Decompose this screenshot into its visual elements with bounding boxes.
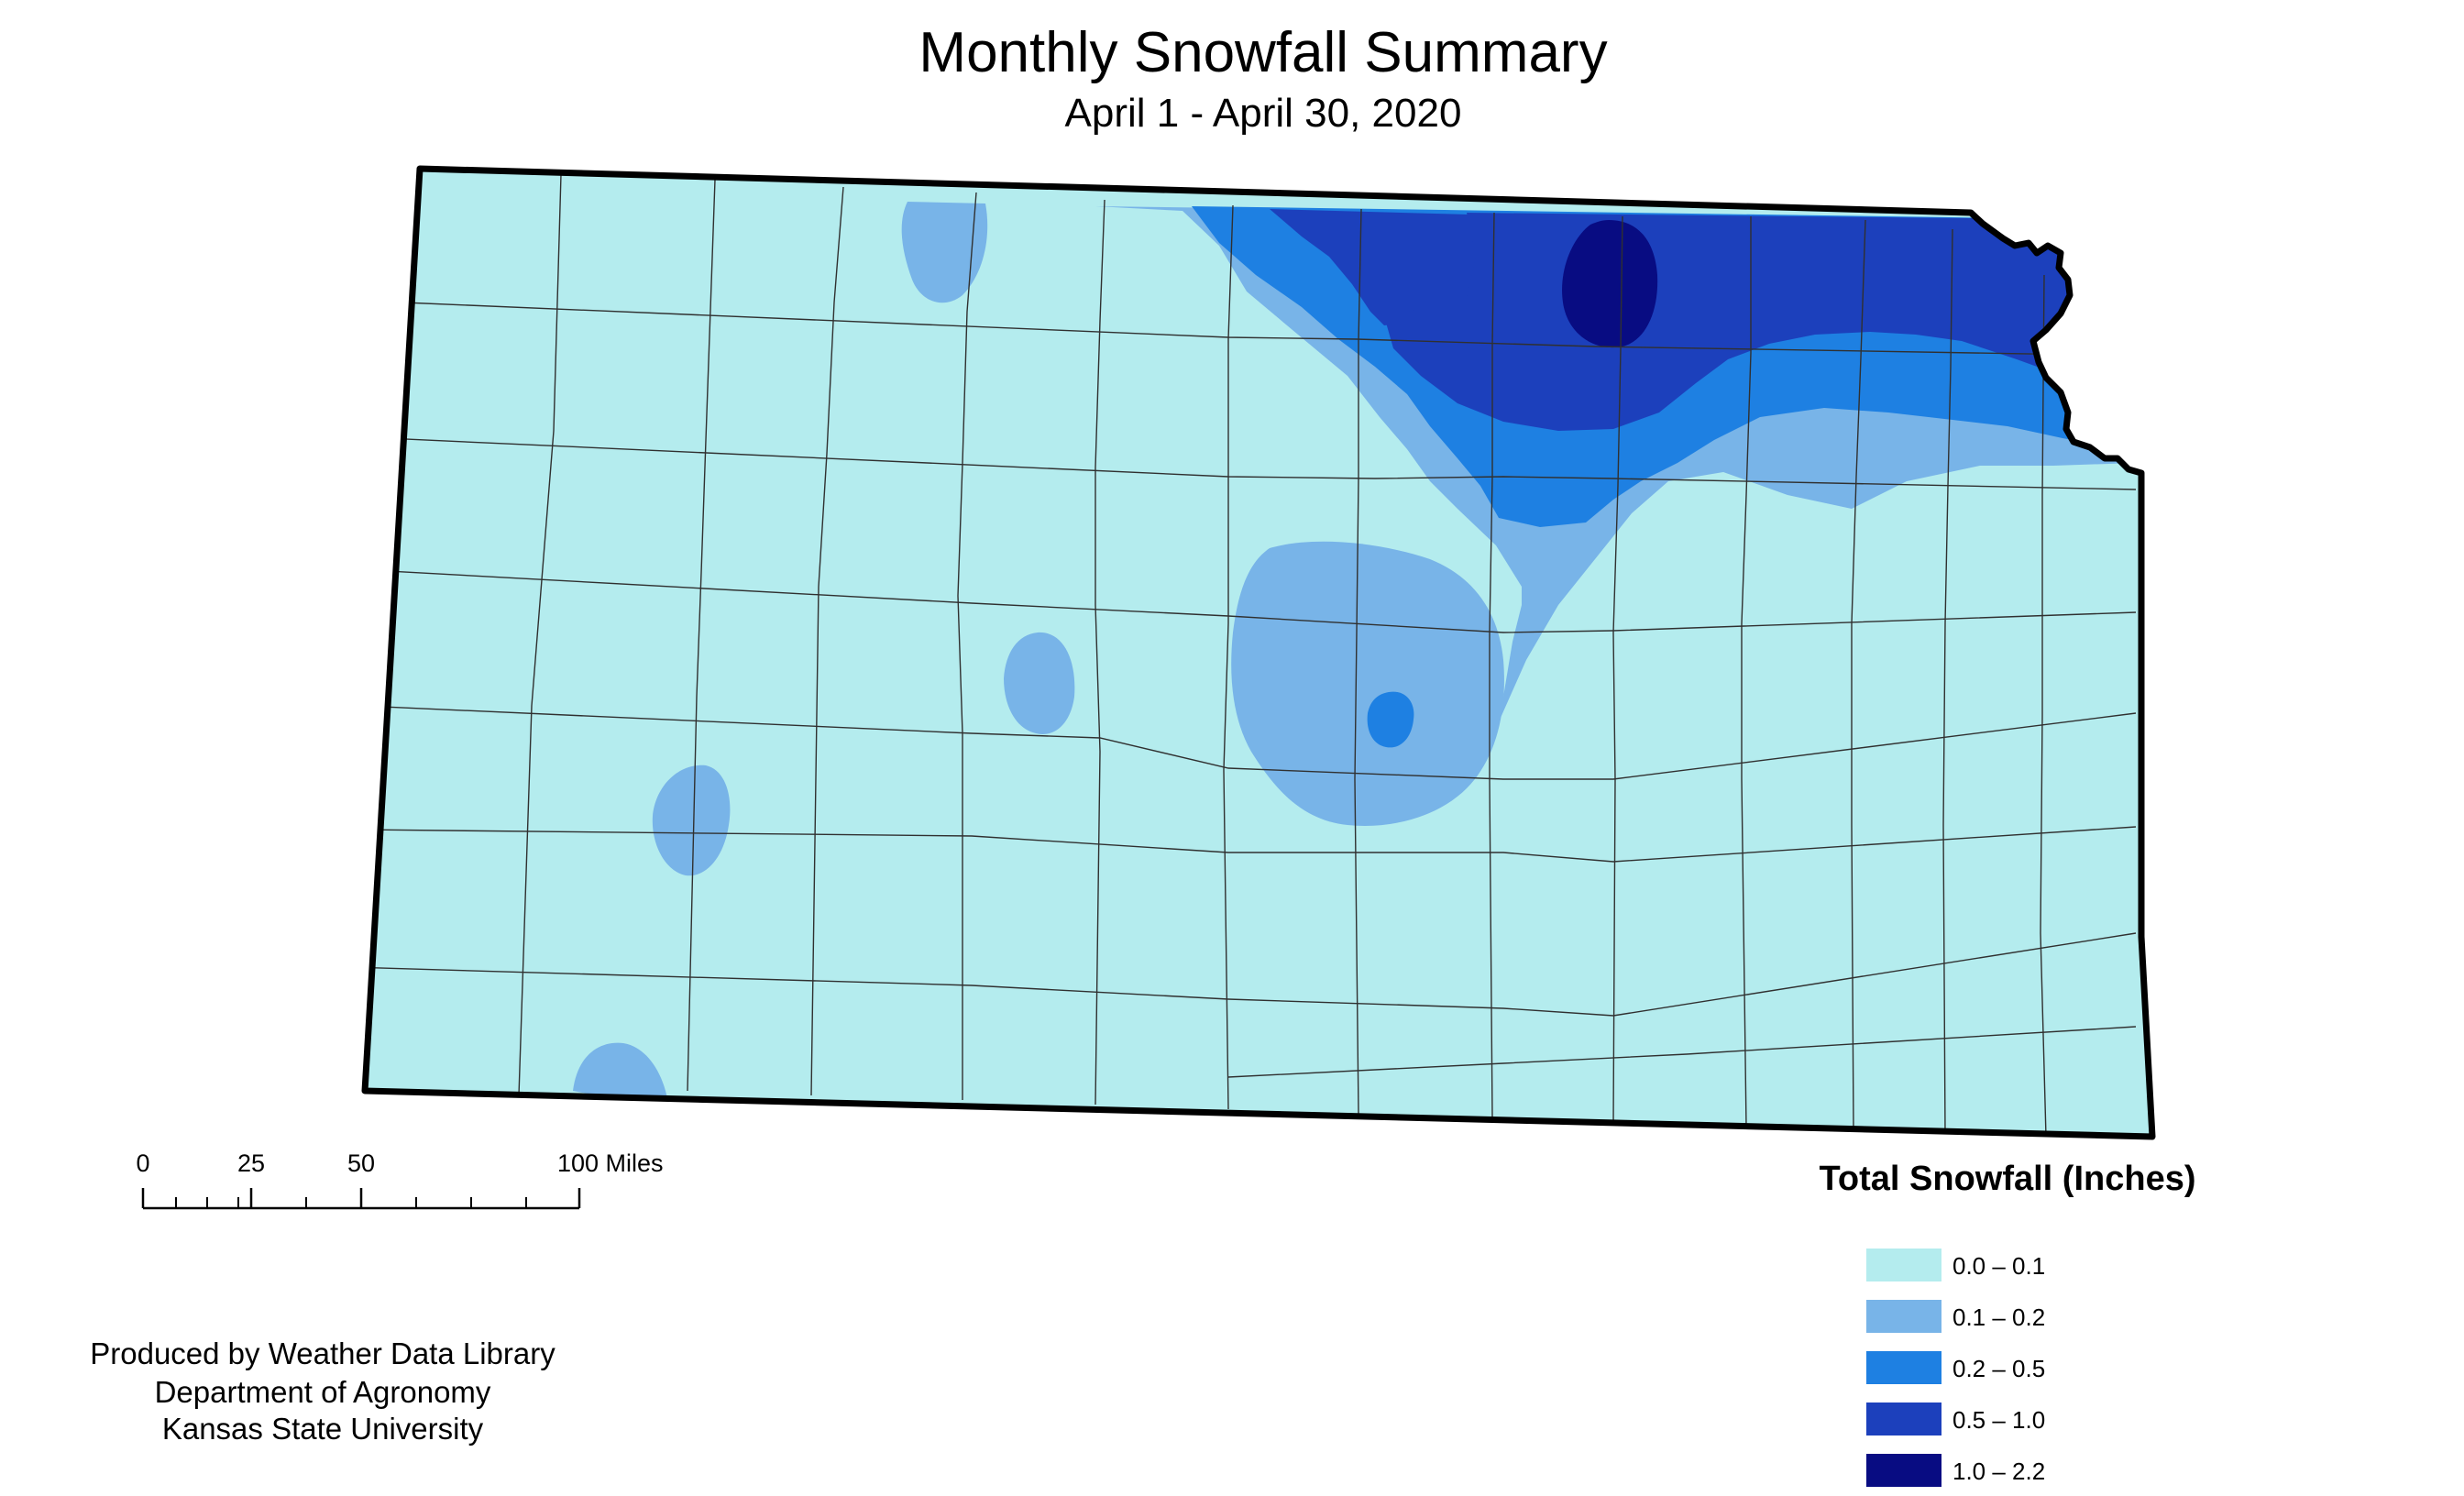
snowfall-band-0.2-0.5-central-spot (1367, 691, 1414, 748)
credit-line-2: Department of Agronomy (155, 1375, 491, 1409)
legend-swatch-0.1-0.2 (1866, 1300, 1942, 1333)
legend: Total Snowfall (Inches) 0.0 – 0.1 0.1 – … (1820, 1160, 2196, 1487)
legend-swatch-0.5-1.0 (1866, 1402, 1942, 1436)
scale-tick-50: 50 (347, 1150, 375, 1177)
kansas-state-outline (361, 165, 2156, 1140)
snowfall-band-1.0-2.2 (1562, 220, 1658, 348)
legend-label-0.5-1.0: 0.5 – 1.0 (1952, 1406, 2045, 1434)
scale-tick-25: 25 (237, 1150, 265, 1177)
county-boundaries (365, 173, 2137, 1137)
snowfall-band-0.1-0.2-central (1231, 541, 1504, 826)
legend-label-0.2-0.5: 0.2 – 0.5 (1952, 1355, 2045, 1382)
credits: Produced by Weather Data Library Departm… (90, 1336, 556, 1446)
snowfall-band-0.1-0.2-southwest-blob (652, 764, 731, 876)
scale-tick-0: 0 (136, 1150, 149, 1177)
map-subtitle: April 1 - April 30, 2020 (1065, 91, 1462, 136)
legend-label-0.0-0.1: 0.0 – 0.1 (1952, 1252, 2045, 1280)
credit-line-3: Kansas State University (162, 1412, 484, 1446)
legend-label-1.0-2.2: 1.0 – 2.2 (1952, 1458, 2045, 1485)
legend-title: Total Snowfall (Inches) (1820, 1160, 2196, 1198)
credit-line-1: Produced by Weather Data Library (90, 1336, 556, 1370)
snowfall-band-0.1-0.2-north-blob (901, 202, 988, 303)
kansas-state-map (365, 169, 2152, 1137)
legend-swatch-1.0-2.2 (1866, 1454, 1942, 1487)
legend-swatch-0.2-0.5 (1866, 1351, 1942, 1384)
legend-swatch-0.0-0.1 (1866, 1248, 1942, 1282)
scale-bar: 0 25 50 100 Miles (136, 1150, 664, 1210)
map-title: Monthly Snowfall Summary (918, 21, 1607, 84)
scale-tick-100-miles: 100 Miles (557, 1150, 664, 1177)
legend-label-0.1-0.2: 0.1 – 0.2 (1952, 1304, 2045, 1331)
snowfall-band-0.5-1.0 (1270, 209, 1503, 325)
snowfall-band-0.1-0.2-south-blob (573, 1042, 669, 1109)
snowfall-band-0.1-0.2-west-central-blob (1004, 632, 1075, 734)
